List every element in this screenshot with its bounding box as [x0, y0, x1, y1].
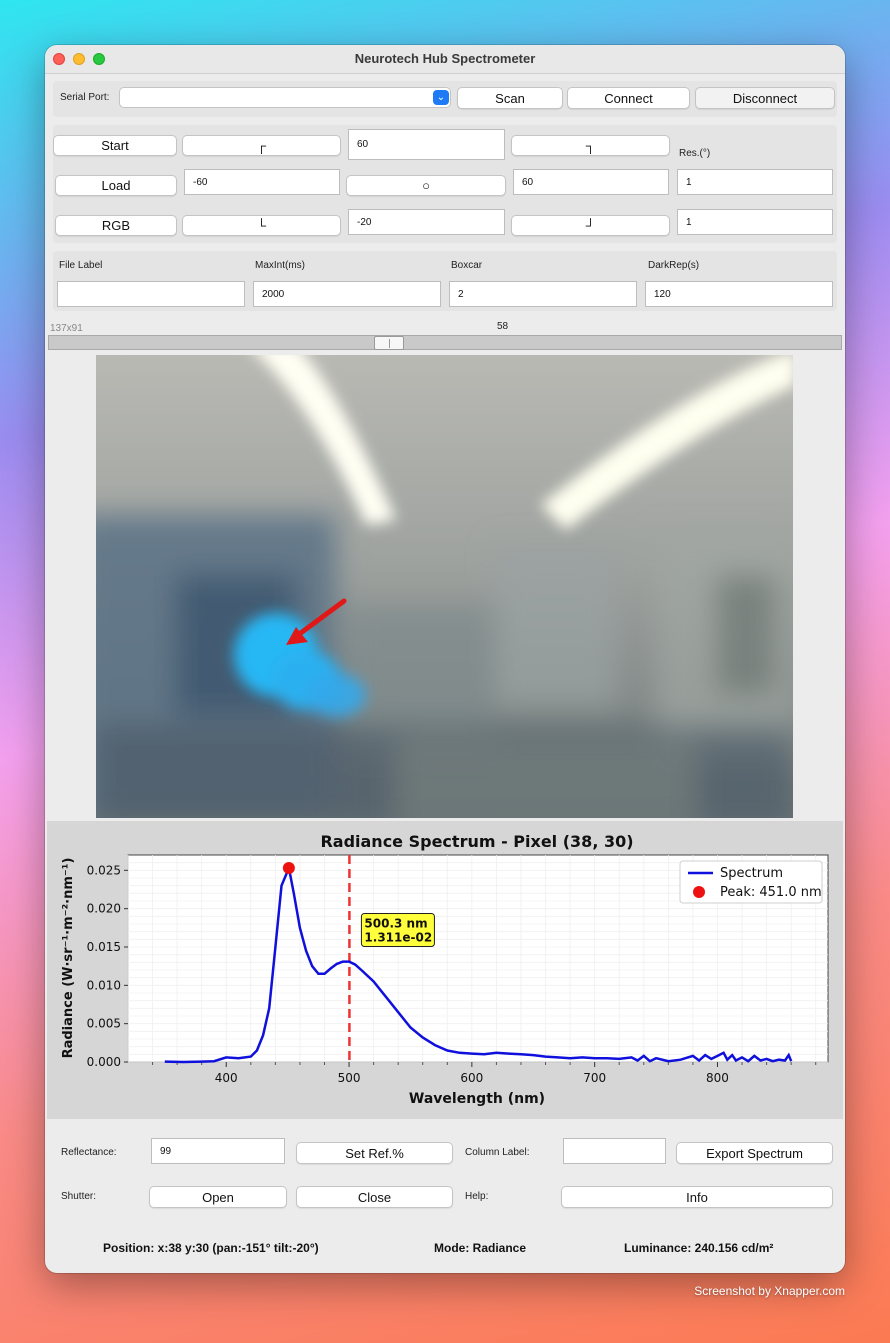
resolution-label: Res.(°): [679, 148, 711, 159]
resolution-field-1[interactable]: 1: [677, 169, 833, 195]
tilt-top-field[interactable]: 60: [348, 129, 505, 160]
status-luminance: Luminance: 240.156 cd/m²: [624, 1241, 774, 1255]
y-tick-label: 0.000: [87, 1055, 121, 1069]
reflectance-field[interactable]: 99: [151, 1138, 285, 1164]
x-tick-label: 500: [338, 1071, 361, 1085]
boxcar-field[interactable]: 2: [449, 281, 637, 307]
minimize-window-button[interactable]: [73, 53, 85, 65]
scene-image: [96, 355, 793, 818]
scan-button[interactable]: Scan: [457, 87, 563, 109]
y-tick-label: 0.020: [87, 902, 121, 916]
pointer-arrow-icon: [286, 598, 347, 645]
file-label-label: File Label: [59, 260, 103, 271]
cursor-annotation-box: [360, 912, 435, 947]
cursor-annotation-nm: 500.3 nm: [364, 916, 427, 930]
pan-left-field[interactable]: -60: [184, 169, 340, 195]
maxint-label: MaxInt(ms): [255, 260, 305, 271]
top-right-corner-button[interactable]: ┐: [511, 135, 670, 156]
top-left-corner-button[interactable]: ┌: [182, 135, 341, 156]
serial-port-select[interactable]: ⌄: [119, 87, 451, 108]
title-bar: Neurotech Hub Spectrometer: [45, 45, 845, 74]
status-mode: Mode: Radiance: [434, 1241, 527, 1255]
export-spectrum-button[interactable]: Export Spectrum: [676, 1142, 833, 1164]
darkrep-field[interactable]: 120: [645, 281, 833, 307]
start-button[interactable]: Start: [53, 135, 177, 156]
cursor-annotation: 500.3 nm 1.311e-02: [360, 912, 435, 947]
chevron-down-icon: ⌄: [433, 90, 449, 105]
bottom-right-corner-button[interactable]: ┘: [511, 215, 670, 236]
hyperspectral-image[interactable]: [96, 355, 793, 818]
legend-peak-label: Peak: 451.0 nm: [720, 885, 822, 900]
column-label-label: Column Label:: [465, 1147, 530, 1158]
y-axis-label: Radiance (W·sr⁻¹·m⁻²·nm⁻¹): [61, 858, 76, 1059]
x-axis-label: Wavelength (nm): [409, 1091, 545, 1107]
y-tick-label: 0.010: [87, 978, 121, 992]
file-label-field[interactable]: [57, 281, 245, 307]
cursor-annotation-value: 1.311e-02: [364, 930, 432, 944]
x-tick-label: 800: [706, 1071, 729, 1085]
shutter-label: Shutter:: [61, 1191, 97, 1202]
reflectance-label: Reflectance:: [61, 1147, 117, 1158]
x-tick-label: 400: [215, 1071, 238, 1085]
image-size-label: 137x91: [50, 323, 83, 334]
legend-spectrum-label: Spectrum: [720, 866, 783, 881]
darkrep-label: DarkRep(s): [648, 260, 700, 271]
y-tick-label: 0.005: [87, 1017, 121, 1031]
spectrum-chart: Radiance Spectrum - Pixel (38, 30) 0.000…: [47, 821, 843, 1119]
shutter-close-button[interactable]: Close: [296, 1186, 453, 1208]
maxint-field[interactable]: 2000: [253, 281, 441, 307]
close-window-button[interactable]: [53, 53, 65, 65]
x-tick-label: 600: [460, 1071, 483, 1085]
center-button[interactable]: ○: [346, 175, 506, 196]
help-label: Help:: [465, 1191, 489, 1202]
legend-box: [679, 860, 823, 904]
status-position: Position: x:38 y:30 (pan:-151° tilt:-20°…: [103, 1241, 319, 1255]
watermark: Screenshot by Xnapper.com: [694, 1284, 845, 1298]
corner-br-icon: ┘: [585, 218, 596, 233]
slider-thumb[interactable]: [373, 336, 404, 350]
x-tick-label: 700: [583, 1071, 606, 1085]
resolution-field-2[interactable]: 1: [677, 209, 833, 235]
column-label-field[interactable]: [563, 1138, 666, 1164]
spectrum-chart-svg: Radiance Spectrum - Pixel (38, 30) 0.000…: [61, 832, 829, 1107]
shutter-open-button[interactable]: Open: [149, 1186, 287, 1208]
corner-tr-icon: ┐: [585, 138, 596, 153]
app-window: Neurotech Hub Spectrometer Serial Port: …: [45, 45, 845, 1273]
disconnect-button[interactable]: Disconnect: [695, 87, 835, 109]
pan-right-field[interactable]: 60: [513, 169, 669, 195]
bottom-left-corner-button[interactable]: └: [182, 215, 341, 236]
info-button[interactable]: Info: [561, 1186, 833, 1208]
frame-slider[interactable]: [48, 335, 842, 350]
corner-bl-icon: └: [256, 218, 267, 233]
connect-button[interactable]: Connect: [567, 87, 690, 109]
serial-port-label: Serial Port:: [60, 92, 110, 103]
y-tick-label: 0.015: [87, 940, 121, 954]
maximize-window-button[interactable]: [93, 53, 105, 65]
corner-tl-icon: ┌: [256, 138, 267, 153]
chart-title: Radiance Spectrum - Pixel (38, 30): [320, 832, 633, 851]
slider-value-label: 58: [497, 321, 509, 332]
y-tick-label: 0.025: [87, 863, 121, 877]
rgb-button[interactable]: RGB: [55, 215, 177, 236]
window-title: Neurotech Hub Spectrometer: [354, 51, 536, 66]
load-button[interactable]: Load: [55, 175, 177, 196]
legend-peak-swatch: [693, 886, 705, 898]
peak-marker: [282, 862, 295, 875]
boxcar-label: Boxcar: [451, 260, 483, 271]
tilt-bottom-field[interactable]: -20: [348, 209, 505, 235]
chart-legend: Spectrum Peak: 451.0 nm: [679, 860, 823, 904]
set-ref-button[interactable]: Set Ref.%: [296, 1142, 453, 1164]
center-circle-icon: ○: [422, 178, 430, 193]
